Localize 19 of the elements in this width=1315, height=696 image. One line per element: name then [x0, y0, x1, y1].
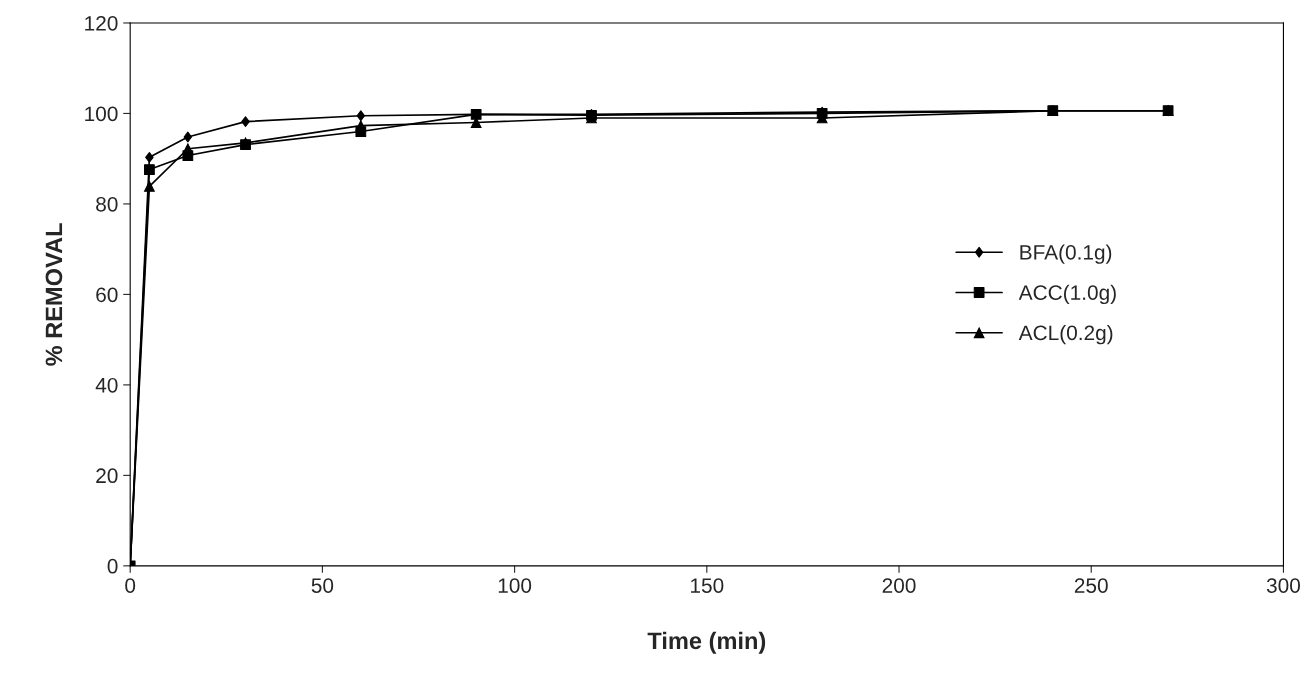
x-tick-label: 300 — [1266, 578, 1301, 593]
y-tick-label: 20 — [96, 468, 118, 484]
legend-label: BFA(0.1g) — [1020, 244, 1112, 264]
y-tick-label: 0 — [107, 558, 118, 574]
x-axis-title: Time (min) — [647, 631, 766, 654]
y-tick-label: 60 — [96, 287, 118, 303]
y-tick-label: 40 — [95, 377, 118, 393]
x-tick-label: 150 — [691, 578, 724, 593]
x-tick-label: 200 — [882, 578, 916, 593]
y-tick-label: 80 — [96, 196, 118, 212]
x-tick-label: 50 — [311, 578, 334, 593]
y-tick-label: 100 — [85, 106, 118, 122]
legend-label: ACC(1.0g) — [1018, 284, 1116, 305]
legend-label: ACL(0.2g) — [1018, 324, 1113, 345]
y-axis-title: % REMOVAL — [45, 223, 63, 366]
x-tick-label: 100 — [498, 578, 532, 593]
x-tick-label: 0 — [125, 578, 136, 593]
y-tick-label: 120 — [85, 15, 118, 31]
x-tick-label: 250 — [1074, 578, 1108, 593]
